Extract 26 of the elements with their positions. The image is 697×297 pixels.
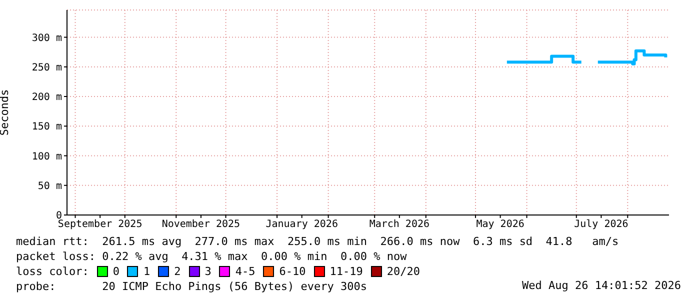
x-tick-label: January 2026 — [266, 219, 338, 230]
y-tick-label: 50 m — [38, 180, 62, 192]
y-tick-label: 100 m — [32, 151, 62, 162]
y-tick-label: 150 m — [32, 122, 62, 133]
legend-label: 20/20 — [386, 264, 420, 279]
text: probe: 20 ICMP Echo Pings (56 Bytes) every 300s — [16, 280, 367, 293]
text: median rtt: 261.5 ms avg 277.0 ms max 255.0 ms min 266.0 ms now 6.3 ms sd 41.8 am/s — [16, 234, 619, 249]
legend-label: 2 — [174, 264, 181, 279]
x-tick-label: May 2026 — [476, 219, 524, 230]
x-tick-label: July 2026 — [574, 219, 628, 230]
y-tick-label: 200 m — [32, 92, 62, 104]
legend-label: 4-5 — [235, 264, 256, 279]
legend-label: 3 — [204, 264, 212, 279]
text: Wed Aug 26 14:01:52 2026 — [522, 279, 681, 292]
legend-label: 1 — [143, 264, 150, 279]
legend-label: 6-10 — [279, 264, 306, 279]
x-tick-label: March 2026 — [369, 219, 430, 230]
legend-label: 0 — [112, 264, 120, 279]
y-axis-title: Seconds — [0, 89, 11, 136]
legend-title: loss color: — [16, 264, 89, 279]
legend-label: 11-19 — [330, 264, 363, 279]
x-tick-label: September 2025 — [58, 219, 142, 230]
x-tick-label: November 2025 — [162, 219, 240, 230]
y-tick-label: 300 m — [32, 32, 62, 44]
y-tick-label: 250 m — [32, 62, 62, 74]
text: packet loss: 0.22 % avg 4.31 % max 0.00 % min 0.00 % now — [16, 249, 408, 264]
